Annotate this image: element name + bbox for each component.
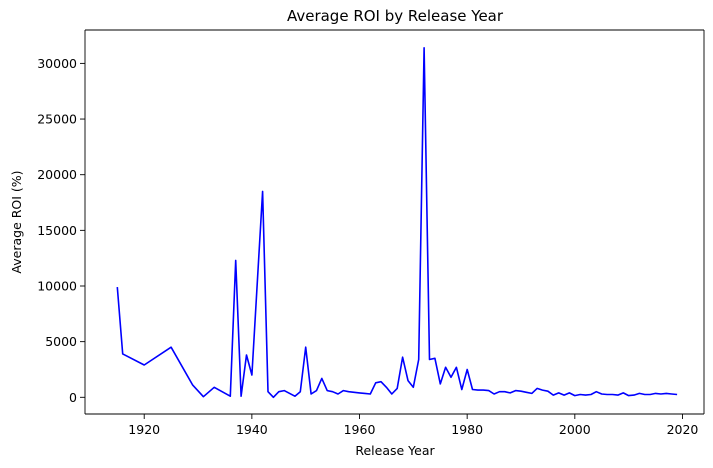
x-ticks: 1920 1940 1960 1980 2000 2020 [128,414,698,437]
x-tick-label: 2020 [667,422,699,437]
x-tick-label: 1940 [236,422,268,437]
chart-title: Average ROI by Release Year [287,7,504,25]
x-axis-label: Release Year [355,443,435,458]
y-tick-label: 10000 [37,279,77,294]
x-tick-label: 2000 [559,422,591,437]
plot-area [85,30,704,414]
y-tick-label: 15000 [37,223,77,238]
y-tick-label: 25000 [37,112,77,127]
axes-frame [84,29,705,415]
roi-line [116,46,678,399]
x-tick-label: 1960 [344,422,376,437]
x-tick-label: 1980 [451,422,483,437]
y-tick-label: 0 [69,390,77,405]
y-axis-label: Average ROI (%) [9,170,24,273]
y-tick-label: 20000 [37,167,77,182]
y-tick-label: 30000 [37,56,77,71]
y-ticks: 0 5000 10000 15000 20000 25000 30000 [37,56,85,405]
y-tick-label: 5000 [45,334,77,349]
x-tick-label: 1920 [128,422,160,437]
